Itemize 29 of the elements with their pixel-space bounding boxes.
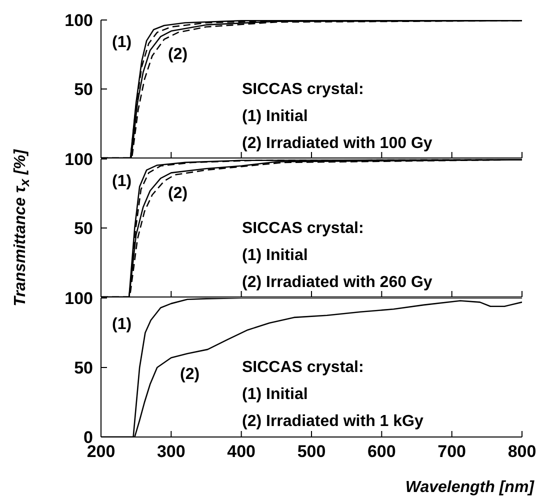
x-tick-label: 700 [438,442,466,462]
x-axis-title: Wavelength [nm] [405,479,534,497]
annotation: (1) [112,173,132,191]
x-tick-label: 200 [86,442,116,462]
annotation: SICCAS crystal: [242,80,365,100]
annotation: SICCAS crystal: [242,219,365,239]
annotation: (2) [180,366,200,384]
annotation: (2) [168,185,188,203]
annotation: (1) [112,34,132,52]
annotation: (2) Irradiated with 260 Gy [242,273,432,293]
y-tick-label: 100 [64,11,93,30]
x-tick-label: 800 [508,442,536,462]
x-tick-label: 400 [227,442,256,462]
y-tick-label: 50 [74,219,93,238]
x-tick-label: 300 [156,442,186,462]
x-tick-label: 600 [367,442,396,462]
annotation: (1) Initial [242,107,309,127]
annotation: SICCAS crystal: [242,358,365,378]
annotation: (1) Initial [242,246,309,266]
annotation: (2) [168,46,188,64]
annotation: (1) [112,316,132,334]
x-tick-label: 500 [297,442,326,462]
annotation: (2) Irradiated with 100 Gy [242,134,432,154]
y-tick-label: 50 [74,358,93,378]
y-tick-label: 100 [64,150,93,170]
annotation: (1) Initial [242,385,309,405]
y-tick-label: 100 [64,289,93,308]
annotation: (2) Irradiated with 1 kGy [242,412,424,432]
y-tick-label: 50 [74,80,93,100]
